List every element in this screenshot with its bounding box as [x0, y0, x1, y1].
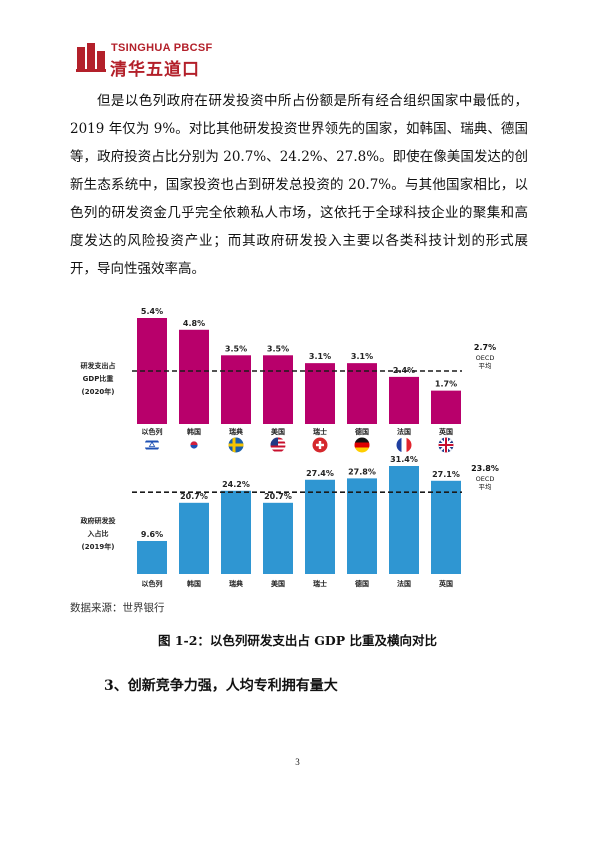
paragraph-text: 但是以色列政府在研发投资中所占份额是所有经合组织国家中最低的，2019 年仅为 … — [70, 93, 528, 277]
usa-flag-icon — [270, 437, 286, 453]
data-label: 27.1% — [432, 470, 460, 479]
category-label: 德国 — [355, 427, 369, 436]
y-axis-label: 研发支出占 — [81, 361, 116, 370]
section-heading: 3、创新竞争力强，人均专利拥有量大 — [104, 678, 338, 694]
germany-flag-icon — [354, 437, 370, 453]
data-label: 4.8% — [183, 319, 205, 328]
category-label: 英国 — [438, 579, 453, 588]
category-label: 法国 — [397, 427, 411, 436]
logo-text-en: TSINGHUA PBCSF — [111, 42, 213, 54]
data-label: 3.5% — [225, 344, 247, 353]
category-label: 瑞士 — [313, 427, 327, 436]
body-paragraph: 但是以色列政府在研发投资中所占份额是所有经合组织国家中最低的，2019 年仅为 … — [70, 87, 528, 283]
y-axis-label: 入占比 — [87, 529, 109, 538]
y-axis-label: (2019年) — [82, 542, 115, 551]
average-value-label: 2.7% — [474, 343, 496, 352]
category-label: 美国 — [271, 427, 285, 436]
page-number: 3 — [295, 757, 300, 767]
data-label: 31.4% — [390, 455, 418, 464]
rd-comparison-chart: 5.4%以色列4.8%韩国3.5%瑞典3.5%美国3.1%瑞士3.1%德国2.4… — [81, 307, 499, 588]
israel-flag-icon — [144, 437, 160, 453]
bar — [179, 329, 209, 424]
category-label: 法国 — [397, 579, 411, 588]
data-label: 3.5% — [267, 344, 289, 353]
bar — [305, 363, 335, 424]
figure-caption: 图 1-2：以色列研发支出占 GDP 比重及横向对比 — [157, 633, 438, 648]
switzerland-flag-icon — [312, 437, 328, 453]
average-value-label: 23.8% — [471, 464, 499, 473]
category-label: 英国 — [438, 427, 453, 436]
y-axis-label: GDP比重 — [83, 374, 114, 383]
data-label: 9.6% — [141, 530, 163, 539]
category-label: 以色列 — [142, 579, 163, 588]
data-label: 3.1% — [351, 352, 373, 361]
bar — [347, 363, 377, 424]
bar — [263, 502, 293, 574]
data-label: 24.2% — [222, 480, 250, 489]
data-source: 数据来源：世界银行 — [70, 602, 165, 614]
bar — [389, 466, 419, 574]
data-label: 20.7% — [264, 492, 292, 501]
average-name-label: 平均 — [479, 361, 493, 370]
bar — [221, 355, 251, 424]
bar — [305, 479, 335, 574]
y-axis-label: 政府研发投 — [81, 516, 116, 525]
category-label: 韩国 — [187, 427, 201, 436]
data-label: 3.1% — [309, 352, 331, 361]
logo-text-cn: 清华五道口 — [110, 60, 200, 80]
category-label: 瑞典 — [229, 427, 243, 436]
uk-flag-icon — [438, 437, 454, 453]
bar — [389, 376, 419, 424]
category-label: 瑞典 — [229, 579, 243, 588]
category-label: 德国 — [355, 579, 369, 588]
sweden-flag-icon — [228, 437, 244, 453]
data-label: 20.7% — [180, 492, 208, 501]
category-label: 瑞士 — [313, 579, 327, 588]
category-label: 美国 — [271, 579, 285, 588]
bar — [179, 502, 209, 574]
y-axis-label: (2020年) — [82, 387, 115, 396]
logo: TSINGHUA PBCSF 清华五道口 — [76, 40, 276, 80]
average-name-label: 平均 — [479, 482, 493, 491]
bar — [137, 540, 167, 574]
data-label: 27.8% — [348, 467, 376, 476]
average-name-label: OECD — [476, 354, 495, 362]
bar — [263, 355, 293, 424]
data-label: 27.4% — [306, 469, 334, 478]
bar — [221, 490, 251, 574]
bar — [431, 480, 461, 574]
average-name-label: OECD — [476, 475, 495, 483]
france-flag-icon — [396, 437, 412, 453]
bar — [347, 478, 377, 574]
category-label: 以色列 — [142, 427, 163, 436]
data-label: 5.4% — [141, 307, 163, 316]
korea-flag-icon — [186, 437, 202, 453]
data-label: 1.7% — [435, 380, 457, 389]
bar — [431, 390, 461, 424]
category-label: 韩国 — [187, 579, 201, 588]
pbcsf-logo-icon — [76, 43, 106, 72]
